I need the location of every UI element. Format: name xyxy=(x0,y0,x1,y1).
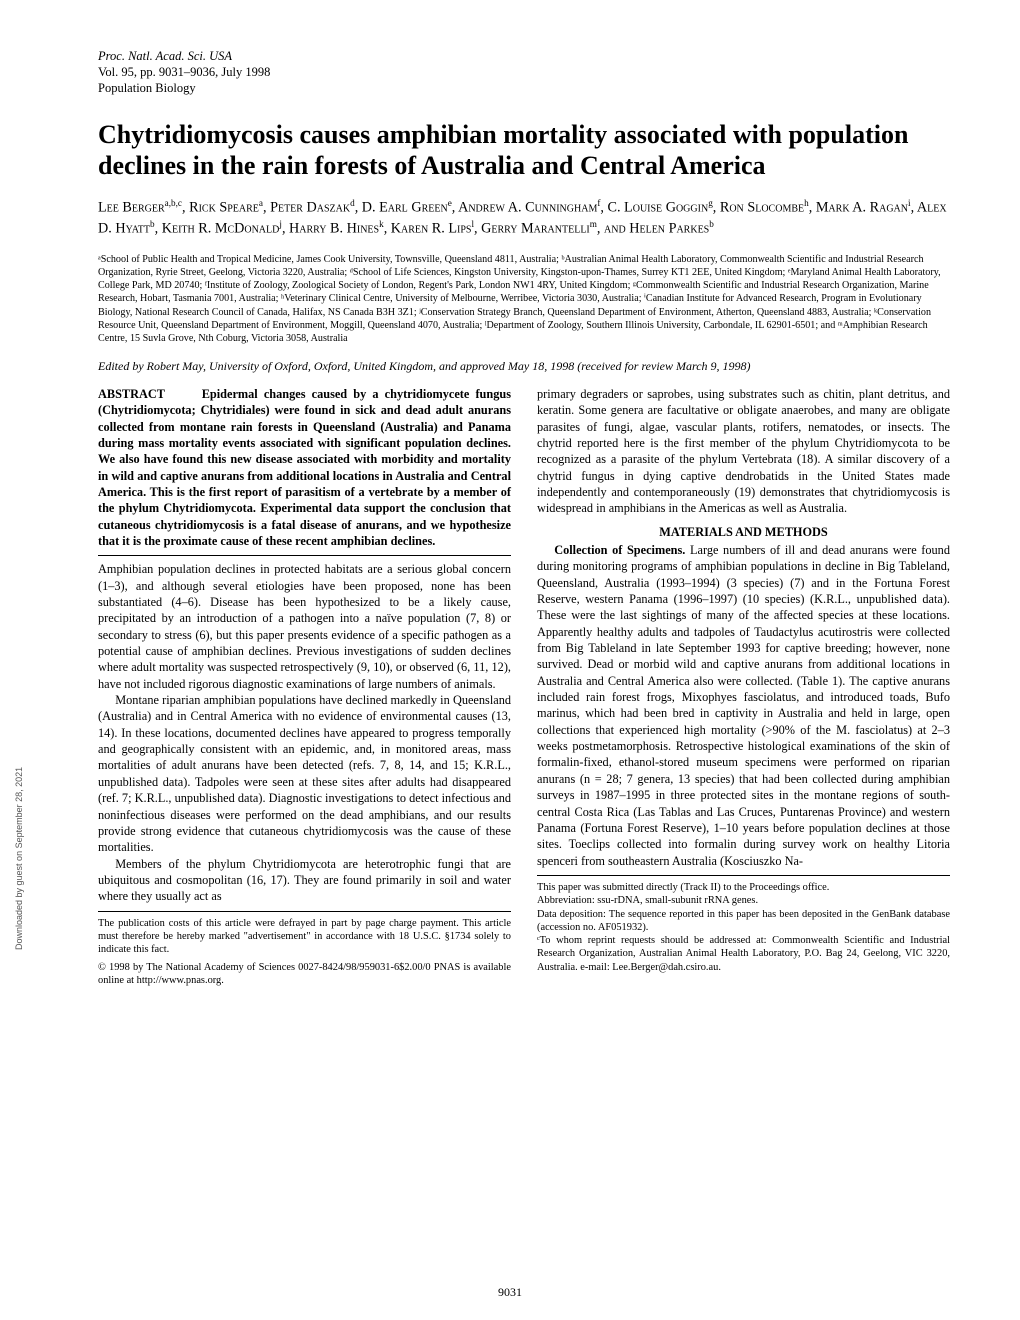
footnote-line: Data deposition: The sequence reported i… xyxy=(537,908,950,935)
body-para: Montane riparian amphibian populations h… xyxy=(98,692,511,855)
abstract-text: Epidermal changes caused by a chytridiom… xyxy=(98,387,511,548)
left-column: ABSTRACT Epidermal changes caused by a c… xyxy=(98,386,511,987)
footnote-line: Abbreviation: ssu-rDNA, small-subunit rR… xyxy=(537,894,950,907)
footnote-left: The publication costs of this article we… xyxy=(98,917,511,988)
running-head: Proc. Natl. Acad. Sci. USA Vol. 95, pp. … xyxy=(98,48,950,96)
affiliations: ᵃSchool of Public Health and Tropical Me… xyxy=(98,253,950,345)
volume-line: Vol. 95, pp. 9031–9036, July 1998 xyxy=(98,64,950,80)
divider xyxy=(537,875,950,876)
footnote-line: This paper was submitted directly (Track… xyxy=(537,881,950,894)
body-para: Members of the phylum Chytridiomycota ar… xyxy=(98,856,511,905)
footnote-right: This paper was submitted directly (Track… xyxy=(537,881,950,974)
right-column: primary degraders or saprobes, using sub… xyxy=(537,386,950,987)
page-number: 9031 xyxy=(0,1285,1020,1300)
article-title: Chytridiomycosis causes amphibian mortal… xyxy=(98,120,950,181)
author-list: Lee Bergera,b,c, Rick Spearea, Peter Das… xyxy=(98,197,950,239)
journal-name: Proc. Natl. Acad. Sci. USA xyxy=(98,48,950,64)
download-note: Downloaded by guest on September 28, 202… xyxy=(14,767,24,950)
section-heading: MATERIALS AND METHODS xyxy=(537,524,950,540)
footnote-line: ᶜTo whom reprint requests should be addr… xyxy=(537,934,950,974)
body-para: Amphibian population declines in protect… xyxy=(98,561,511,692)
section-name: Population Biology xyxy=(98,80,950,96)
footnote-line: © 1998 by The National Academy of Scienc… xyxy=(98,961,511,988)
edited-by: Edited by Robert May, University of Oxfo… xyxy=(98,359,950,374)
methods-para: Collection of Specimens. Large numbers o… xyxy=(537,542,950,869)
divider xyxy=(98,911,511,912)
page: Downloaded by guest on September 28, 202… xyxy=(0,0,1020,1320)
abstract-label: ABSTRACT xyxy=(98,387,165,401)
body-para: primary degraders or saprobes, using sub… xyxy=(537,386,950,517)
abstract-block: ABSTRACT Epidermal changes caused by a c… xyxy=(98,386,511,549)
footnote-line: The publication costs of this article we… xyxy=(98,917,511,957)
methods-text: Large numbers of ill and dead anurans we… xyxy=(537,543,950,868)
body-columns: ABSTRACT Epidermal changes caused by a c… xyxy=(98,386,950,987)
divider xyxy=(98,555,511,556)
subheading: Collection of Specimens. xyxy=(554,543,685,557)
